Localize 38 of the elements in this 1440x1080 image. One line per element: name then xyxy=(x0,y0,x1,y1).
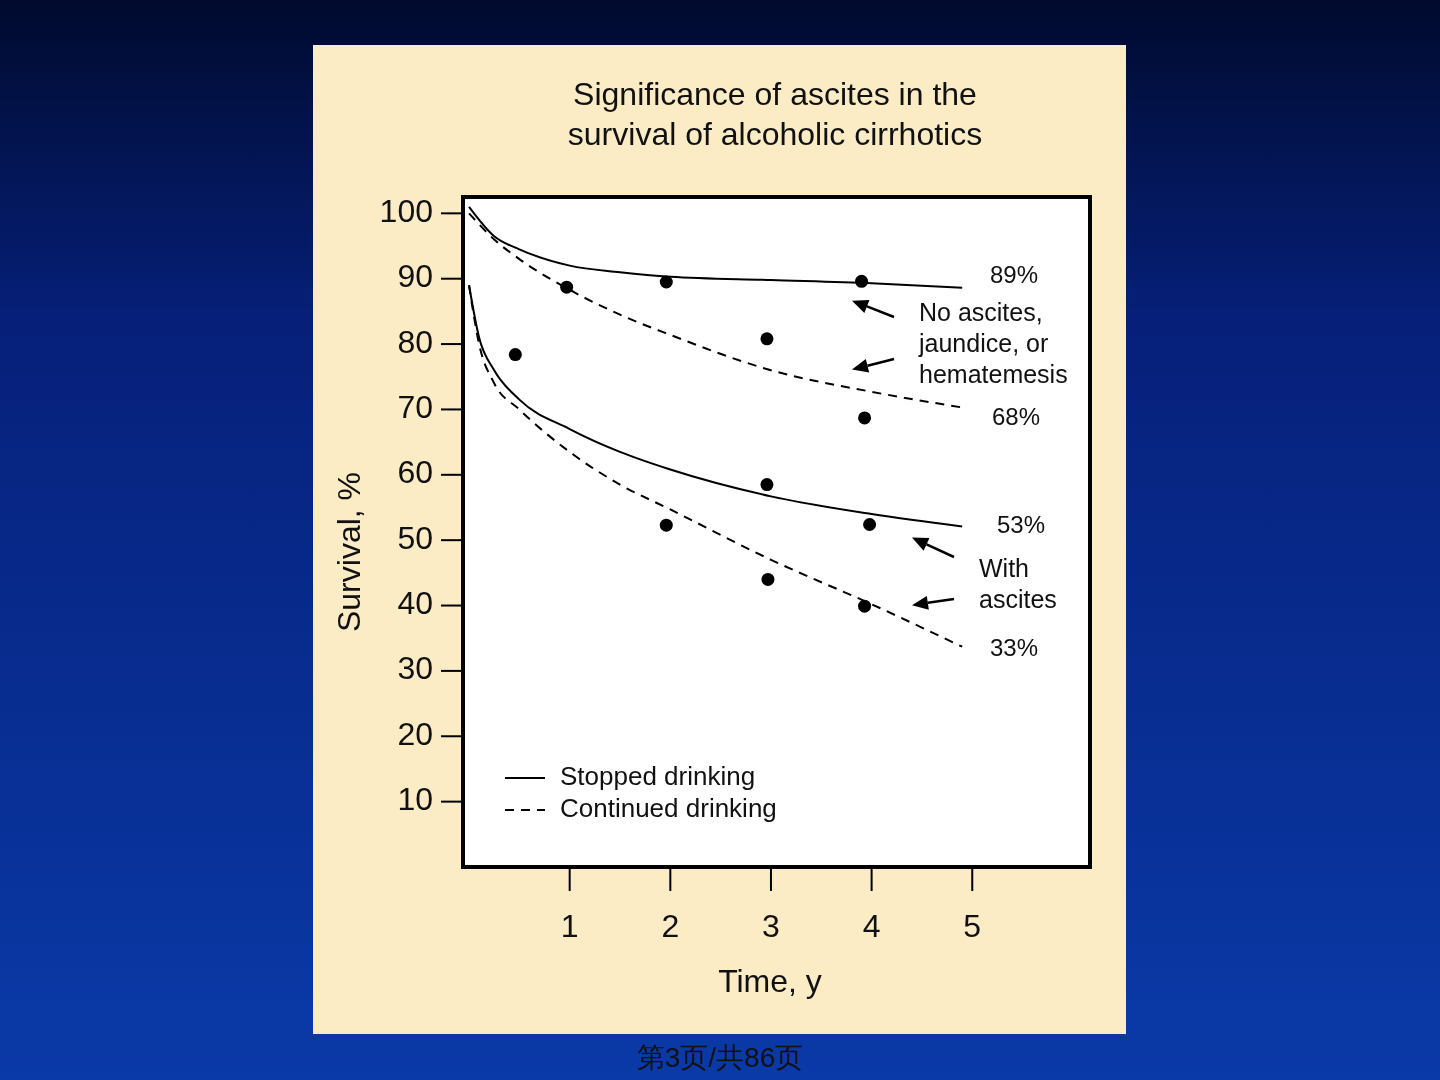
point xyxy=(858,599,872,613)
annotation: 53% xyxy=(996,511,1046,539)
x-tick-label: 2 xyxy=(661,908,680,945)
y-tick-label: 20 xyxy=(397,715,433,752)
annotation: 33% xyxy=(989,634,1039,662)
y-axis-title: Survival, % xyxy=(331,471,368,633)
annotation: With ascites xyxy=(979,553,1057,613)
x-tick-label: 1 xyxy=(560,908,579,945)
y-tick-label: 10 xyxy=(397,781,433,818)
legend-label: Stopped drinking xyxy=(560,760,756,791)
y-tick-label: 80 xyxy=(397,323,433,360)
point xyxy=(760,478,774,492)
x-axis-title: Time, y xyxy=(718,963,822,1000)
annotation: No ascites, jaundice, or hematemesis xyxy=(918,297,1068,388)
y-tick-label: 90 xyxy=(397,258,433,295)
point xyxy=(659,275,673,289)
annotation: 68% xyxy=(991,403,1041,431)
point xyxy=(760,332,774,346)
point xyxy=(761,572,775,586)
point xyxy=(855,274,869,288)
x-tick-label: 5 xyxy=(963,908,982,945)
point xyxy=(863,517,877,531)
y-tick-label: 30 xyxy=(397,650,433,687)
text: 第3页/共86页 xyxy=(636,1042,804,1074)
chart-title: Significance of ascites in the survival of alcoholic cirrhotics xyxy=(567,76,983,153)
x-tick-label: 4 xyxy=(862,908,881,945)
annotation: 89% xyxy=(989,261,1039,289)
y-tick-label: 100 xyxy=(379,192,433,229)
y-tick-label: 40 xyxy=(397,584,433,621)
point xyxy=(858,411,872,425)
y-tick-label: 70 xyxy=(397,388,433,425)
point xyxy=(560,280,574,294)
x-tick-label: 3 xyxy=(762,908,780,945)
point xyxy=(659,518,673,532)
point xyxy=(508,348,522,362)
legend-label: Continued drinking xyxy=(560,792,777,823)
y-tick-label: 60 xyxy=(397,454,433,491)
y-tick-label: 50 xyxy=(397,519,433,556)
